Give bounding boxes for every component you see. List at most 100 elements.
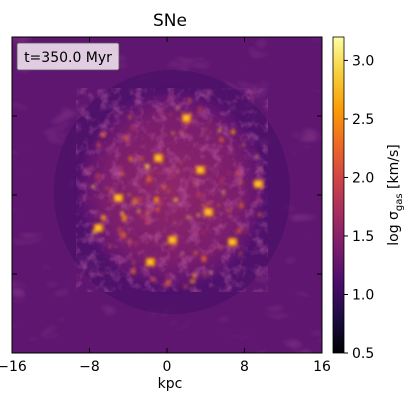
colorbar-tick-label: 1.0 [352,287,374,303]
time-annotation-box [16,42,120,71]
hot-spot [164,242,167,245]
hot-spot [242,227,247,232]
hot-spot [231,129,235,135]
hot-spot [195,113,199,118]
hot-spot [193,273,196,278]
hot-spot [211,249,213,251]
hot-spot [205,271,208,273]
hot-spot [86,168,89,171]
hot-spot [120,211,124,216]
hot-spot [153,180,155,183]
colorbar-label-units: [km/s] [386,144,402,193]
x-tick-label: 8 [240,359,249,375]
hot-spot [173,221,176,223]
colorbar-tick-label: 2.0 [352,170,374,186]
hot-spot [239,251,243,254]
disk-texture [76,88,268,292]
hot-spot [239,131,242,133]
hot-spot [253,149,255,152]
hot-spot [155,239,158,242]
hot-spot [151,277,156,282]
hot-spot [187,99,192,103]
hot-spot [132,261,136,264]
hot-spot [220,177,224,183]
hot-spot [158,201,163,206]
hot-spot [128,115,132,119]
hot-spot [254,204,256,206]
hot-spot [221,181,225,185]
hot-spot [163,283,168,289]
hot-spot [128,193,131,196]
hot-spot [236,170,240,175]
y-axis-ticks [12,115,322,275]
hot-spot [181,252,184,255]
hot-spot [227,171,231,175]
hot-spot [135,134,138,137]
hot-spot [186,215,191,219]
hot-spot [119,166,123,171]
hot-spot [167,95,170,99]
hot-spot [170,113,172,116]
colorbar-label-subscript: gas [394,193,405,211]
hot-spot [222,190,225,194]
hot-spot [121,232,126,238]
hot-spot [211,218,214,221]
hot-spot [109,199,113,203]
hot-spot [219,245,222,248]
colorbar-tick-label: 3.0 [352,53,374,69]
hot-spot [201,230,205,235]
x-axis-label: kpc [158,376,183,392]
hot-spot [148,170,153,174]
colorbar-tick-label: 2.5 [352,112,374,128]
hot-spot [159,161,161,163]
hot-spot-group [85,95,263,289]
hot-spot [162,164,165,167]
hot-spot [197,213,200,217]
hot-spot [131,268,136,275]
hot-spot [147,175,152,180]
colorbar-ticks: 0.5 1.0 1.5 2.0 2.5 3.0 [344,53,374,362]
hot-spot [128,156,133,162]
hot-spot [101,214,106,221]
hot-spot [185,120,190,126]
hot-spot [137,209,141,213]
hot-spot [123,270,125,272]
hot-spot [201,255,206,262]
hot-spot [165,279,171,286]
hot-spot-core [156,156,160,160]
hot-spot [138,197,142,202]
hot-spot [217,204,220,207]
hot-spot [109,244,113,248]
hot-spot [145,181,149,186]
hot-spot-core [230,240,234,244]
hot-spot [207,201,212,205]
hot-spot [171,245,176,251]
hot-spot-core [198,168,202,172]
hot-spot [183,284,188,289]
hot-spot [128,239,131,242]
hot-spot [132,197,138,205]
hot-spot [120,172,125,177]
hot-spot [168,172,173,179]
hot-spot [154,197,159,202]
hot-spot [139,156,144,161]
hot-spot [158,111,163,115]
hot-spot [146,177,152,182]
hot-spot [85,202,88,204]
hot-spot [242,143,245,147]
hot-spot [180,132,184,136]
hot-spot [90,197,93,200]
hot-spot [208,132,211,134]
hot-spot-core [116,196,120,200]
hot-spot [91,185,95,189]
hot-spot [239,180,243,184]
hot-spot [156,170,161,175]
colorbar-label-prefix: log σ [386,211,402,246]
hot-spot [145,219,150,224]
hot-spot [197,192,201,197]
hot-spot [171,131,175,135]
hot-spot [102,146,105,149]
hot-spot [190,279,195,284]
hot-spot [156,207,160,212]
hot-spot [194,251,198,255]
